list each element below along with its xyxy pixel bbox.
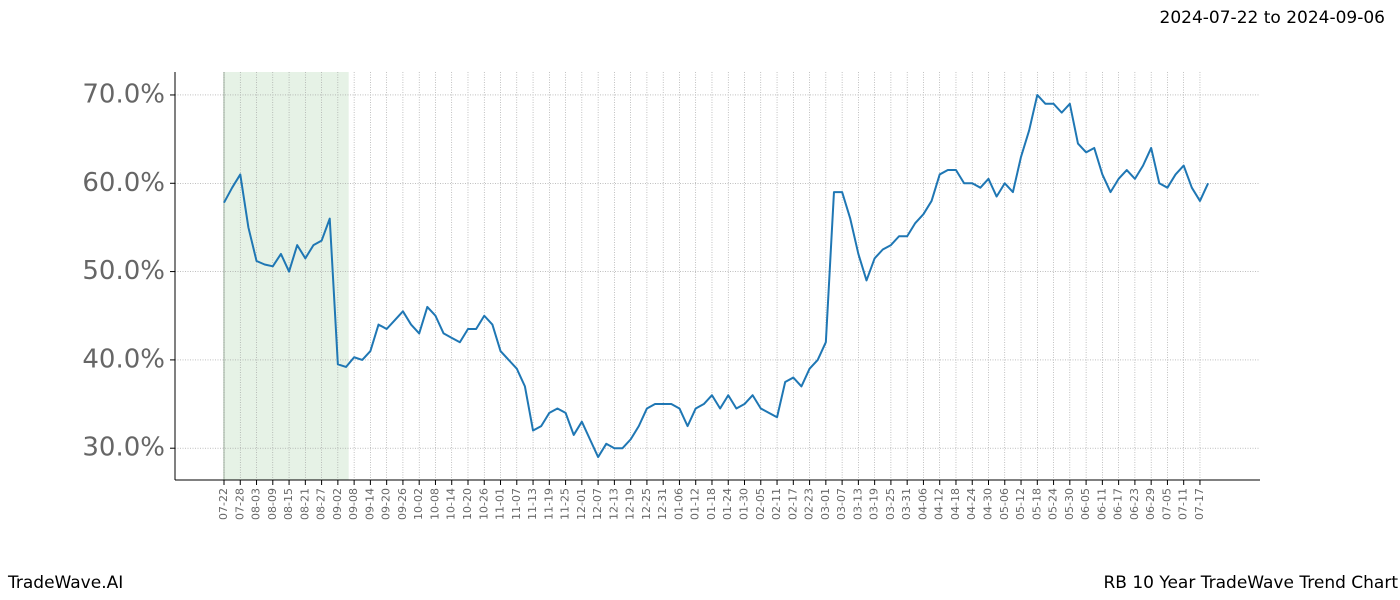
x-tick-label: 05-30: [1063, 488, 1076, 520]
x-tick-label: 07-17: [1193, 488, 1206, 520]
x-tick-label: 07-11: [1177, 488, 1190, 520]
x-tick-label: 04-24: [965, 488, 978, 520]
x-tick-label: 07-05: [1160, 488, 1173, 520]
x-tick-label: 03-13: [851, 488, 864, 520]
x-tick-label: 06-17: [1112, 488, 1125, 520]
x-tick-label: 01-06: [672, 488, 685, 520]
x-tick-label: 10-08: [428, 488, 441, 520]
x-tick-label: 01-24: [721, 488, 734, 520]
x-tick-label: 09-08: [347, 488, 360, 520]
x-tick-label: 02-17: [786, 488, 799, 520]
x-tick-label: 04-12: [933, 488, 946, 520]
x-tick-label: 01-12: [689, 488, 702, 520]
x-tick-label: 11-19: [542, 488, 555, 520]
x-tick-label: 06-11: [1095, 488, 1108, 520]
x-tick-label: 11-01: [494, 488, 507, 520]
x-tick-label: 03-07: [835, 488, 848, 520]
x-tick-label: 04-06: [916, 488, 929, 520]
x-tick-label: 03-01: [819, 488, 832, 520]
x-tick-label: 05-12: [1014, 488, 1027, 520]
x-tick-label: 12-07: [591, 488, 604, 520]
x-tick-label: 08-21: [298, 488, 311, 520]
x-tick-label: 02-11: [770, 488, 783, 520]
footer-right: RB 10 Year TradeWave Trend Chart: [1103, 573, 1398, 593]
x-tick-label: 07-22: [217, 488, 230, 520]
x-tick-label: 05-06: [998, 488, 1011, 520]
footer-left: TradeWave.AI: [7, 573, 123, 593]
y-tick-label: 40.0%: [82, 344, 165, 374]
x-tick-label: 06-05: [1079, 488, 1092, 520]
x-tick-label: 08-09: [266, 488, 279, 520]
x-tick-label: 08-03: [250, 488, 263, 520]
x-tick-label: 06-29: [1144, 488, 1157, 520]
y-tick-label: 30.0%: [82, 433, 165, 463]
highlight-band: [224, 72, 349, 480]
x-tick-label: 09-14: [363, 488, 376, 520]
x-tick-label: 12-01: [575, 488, 588, 520]
x-tick-label: 11-13: [526, 488, 539, 520]
x-tick-label: 10-20: [461, 488, 474, 520]
x-tick-label: 11-25: [559, 488, 572, 520]
x-tick-label: 11-07: [510, 488, 523, 520]
x-tick-label: 02-05: [754, 488, 767, 520]
y-tick-label: 50.0%: [82, 256, 165, 286]
x-tick-label: 04-18: [949, 488, 962, 520]
y-tick-label: 70.0%: [82, 79, 165, 109]
x-tick-label: 09-20: [380, 488, 393, 520]
x-tick-label: 08-15: [282, 488, 295, 520]
trend-line: [223, 93, 1209, 459]
x-tick-label: 12-19: [624, 488, 637, 520]
x-tick-label: 01-18: [705, 488, 718, 520]
x-tick-label: 05-18: [1030, 488, 1043, 520]
y-tick-label: 60.0%: [82, 168, 165, 198]
x-tick-label: 03-31: [900, 488, 913, 520]
x-tick-label: 10-26: [477, 488, 490, 520]
x-tick-label: 12-31: [656, 488, 669, 520]
x-tick-label: 02-23: [803, 488, 816, 520]
x-tick-label: 03-19: [868, 488, 881, 520]
x-tick-label: 09-02: [331, 488, 344, 520]
x-tick-label: 04-30: [982, 488, 995, 520]
x-tick-label: 12-25: [640, 488, 653, 520]
x-tick-label: 08-27: [315, 488, 328, 520]
x-tick-label: 10-14: [445, 488, 458, 520]
x-tick-label: 01-30: [738, 488, 751, 520]
chart-subtitle: 2024-07-22 to 2024-09-06: [1160, 8, 1385, 28]
x-tick-label: 06-23: [1128, 488, 1141, 520]
x-tick-label: 03-25: [884, 488, 897, 520]
x-tick-label: 05-24: [1047, 488, 1060, 520]
x-tick-label: 09-26: [396, 488, 409, 520]
x-tick-label: 10-02: [412, 488, 425, 520]
x-tick-label: 12-13: [607, 488, 620, 520]
x-tick-label: 07-28: [233, 488, 246, 520]
